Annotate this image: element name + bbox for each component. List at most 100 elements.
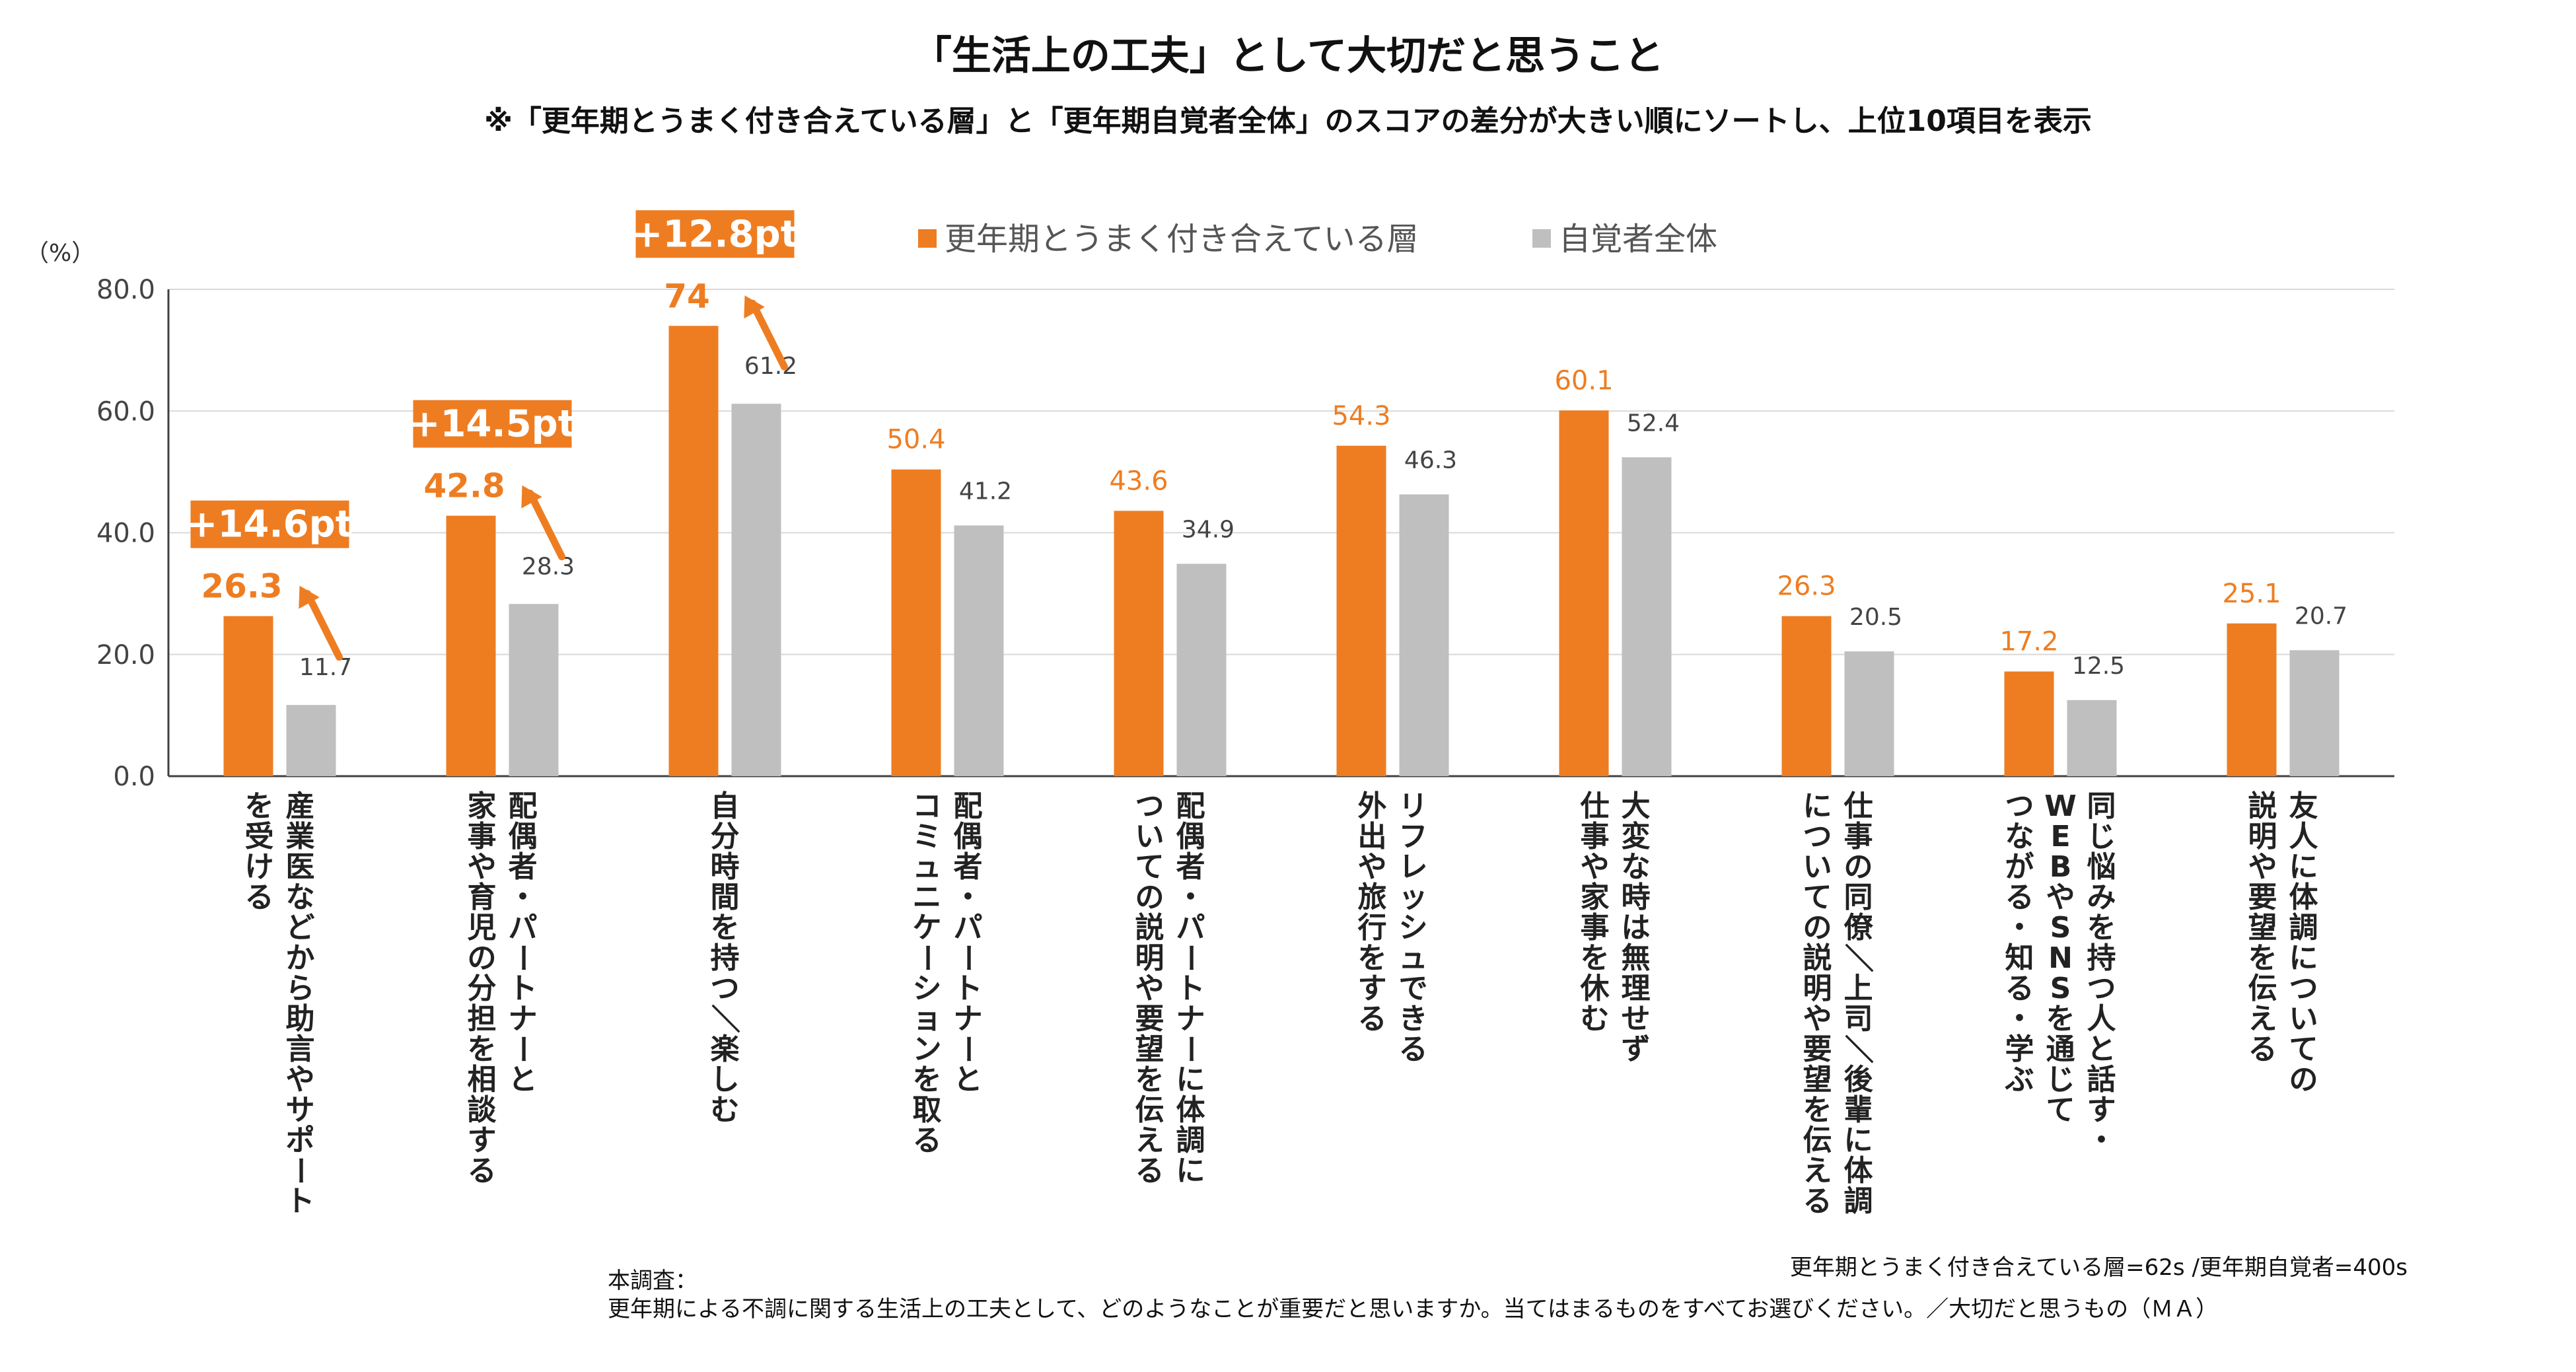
category-label-char: パ <box>954 911 983 945</box>
category-label-char: え <box>1135 1124 1164 1157</box>
bars <box>223 326 2340 776</box>
bar-gray <box>286 705 336 776</box>
category-label-char: ー <box>283 1156 317 1185</box>
category-label-char: と <box>2087 1032 2116 1066</box>
category-label-char: る <box>1358 1002 1387 1036</box>
bar-gray <box>2067 700 2117 776</box>
category-label-char: る <box>1399 1032 1428 1066</box>
category-label-char: て <box>2046 1093 2075 1127</box>
category-label-char: 医 <box>286 850 315 884</box>
category-label-char: け <box>245 850 274 884</box>
category-label-char: ・ <box>1176 881 1205 914</box>
category-label-char: 事 <box>1581 911 1610 945</box>
category-label-char: 持 <box>711 941 740 975</box>
category-label-char: な <box>1622 850 1651 884</box>
value-label-gray: 46.3 <box>1404 447 1457 474</box>
category-label-char: や <box>1358 850 1387 884</box>
category-label-char: ニ <box>913 881 942 914</box>
category-label-char: 仕 <box>1581 789 1610 823</box>
category-label-char: 学 <box>2005 1032 2034 1066</box>
trend-arrow-head <box>521 485 542 509</box>
category-label-char: 伝 <box>1803 1124 1832 1157</box>
value-label-gray: 28.3 <box>522 553 575 580</box>
value-label-gray: 12.5 <box>2072 653 2125 680</box>
category-label-char: 出 <box>1358 820 1387 853</box>
category-label-char: 僚 <box>1844 911 1874 945</box>
category-label-char: 仕 <box>1844 789 1873 823</box>
category-label-char: 体 <box>2289 881 2318 914</box>
category-label-char: ／ <box>708 1004 742 1033</box>
category-label-char: る <box>1803 1184 1832 1218</box>
category-label-char: ／ <box>1842 943 1875 972</box>
category-label-char: む <box>1581 1002 1610 1036</box>
category-label-char: ー <box>1174 1034 1207 1064</box>
category-label-char: 調 <box>1844 1184 1873 1218</box>
category-label-char: 要 <box>2248 881 2277 914</box>
bar-gray <box>954 525 1004 776</box>
category-label-char: ュ <box>913 850 942 884</box>
category-label-char: 持 <box>2087 941 2116 975</box>
y-tick-label: 0.0 <box>113 762 155 792</box>
category-label-char: 配 <box>954 789 983 823</box>
category-label-char: サ <box>286 1093 315 1127</box>
value-label-orange: 42.8 <box>423 467 505 505</box>
category-label-char: ー <box>1174 943 1207 972</box>
value-label-orange: 50.4 <box>886 425 945 455</box>
category-label-char: 分 <box>711 820 740 853</box>
category-label-char: N <box>2048 941 2073 975</box>
category-label-char: 取 <box>913 1093 942 1127</box>
category-label-char: に <box>2289 941 2318 975</box>
category-label-char: き <box>1399 1002 1428 1036</box>
category-label-char: 望 <box>1135 1032 1164 1066</box>
category-label-char: 事 <box>468 820 497 853</box>
difference-badge <box>190 500 349 548</box>
bar-orange <box>891 469 941 776</box>
value-label-orange: 26.3 <box>201 567 282 606</box>
category-label-char: は <box>1622 911 1651 945</box>
category-label-char: つ <box>1135 789 1164 823</box>
category-label-char: B <box>2050 850 2072 884</box>
category-label-char: 明 <box>1803 972 1832 1005</box>
category-label-char: ミ <box>913 820 942 853</box>
category-label-char: 人 <box>2289 820 2318 853</box>
bar-gray <box>1176 563 1227 776</box>
category-label-char: S <box>2050 972 2071 1005</box>
category-label-char: を <box>245 789 274 823</box>
category-label-char: と <box>509 1063 538 1097</box>
category-label-char: 者 <box>954 850 983 884</box>
category-label-char: ー <box>910 943 944 972</box>
category-label-char: 上 <box>1844 972 1873 1005</box>
category-label-char: S <box>2050 911 2071 945</box>
survey-question: 更年期による不調に関する生活上の工夫として、どのようなことが重要だと思いますか。… <box>608 1296 2218 1322</box>
category-label-char: パ <box>1176 911 1205 945</box>
category-label-char: を <box>2087 911 2116 945</box>
category-label-char: 伝 <box>1135 1093 1164 1127</box>
category-label-char: や <box>1581 850 1610 884</box>
category-label-char: か <box>286 941 315 975</box>
category-label-char: 事 <box>1581 820 1610 853</box>
sample-size-note: 更年期とうまく付き合えている層=62s /更年期自覚者=400s <box>1790 1254 2408 1281</box>
category-label-char: ナ <box>954 1002 983 1036</box>
category-label-char: 者 <box>509 850 538 884</box>
y-tick-label: 20.0 <box>96 640 155 670</box>
difference-badge-text: +14.6pt <box>187 503 353 546</box>
category-label-char: ュ <box>1399 941 1428 975</box>
category-label-char: 調 <box>1176 1124 1205 1157</box>
category-label-char: や <box>468 850 497 884</box>
category-label-char: 要 <box>1803 1032 1832 1066</box>
category-label-char: え <box>1803 1154 1832 1188</box>
survey-heading: 本調査： <box>608 1268 698 1294</box>
category-label-char: 家 <box>1581 881 1610 914</box>
value-label-orange: 25.1 <box>2222 579 2281 609</box>
category-label-char: 説 <box>1803 941 1832 975</box>
category-label-char: る <box>1135 1154 1164 1188</box>
y-tick-label: 60.0 <box>96 396 155 427</box>
category-label-char: 受 <box>245 820 274 853</box>
